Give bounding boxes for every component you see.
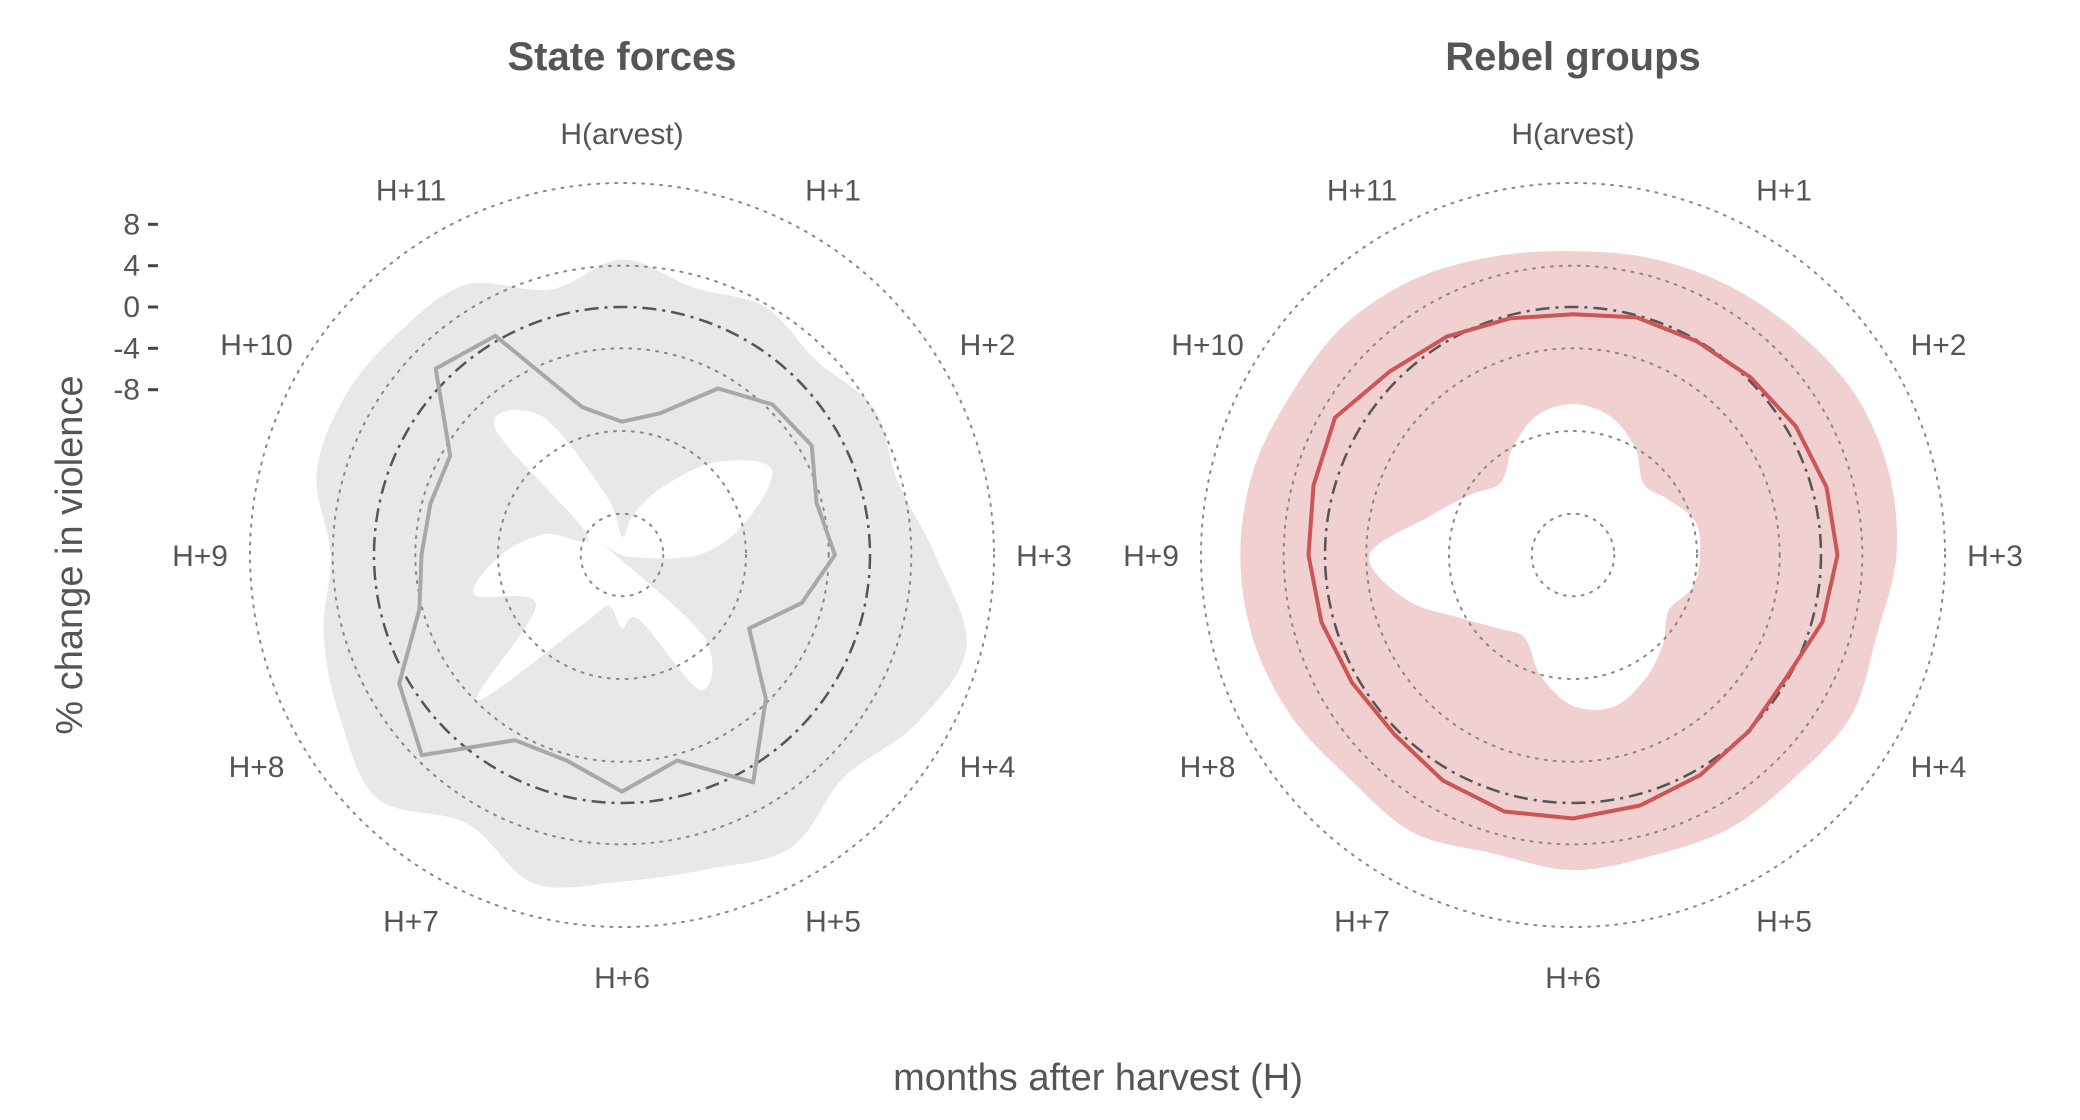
radial-tick-layer: 8 4 0 -4 -8 <box>113 208 158 407</box>
ci-band <box>316 259 967 888</box>
series-line <box>397 333 837 794</box>
grid-layer <box>1200 182 1946 928</box>
month-label: H+11 <box>1327 175 1397 208</box>
grid-circle <box>1530 512 1616 598</box>
radial-tick-label: 8 <box>123 208 140 241</box>
reference-circle <box>372 305 872 805</box>
series-line-layer <box>397 333 837 794</box>
month-label: H+9 <box>172 540 228 573</box>
month-label-layer: H(arvest) H+1 H+2 H+3 H+4 H+5 H+6 H+7 H+… <box>172 118 1072 995</box>
month-label: H+1 <box>805 175 861 208</box>
month-label: H(arvest) <box>560 118 683 151</box>
month-label: H(arvest) <box>1511 118 1634 151</box>
month-label: H+10 <box>1171 329 1244 362</box>
panel-rebel-groups: Rebel groups H(arvest) H+1 H+2 H+3 H+4 H… <box>1123 35 2023 995</box>
month-label: H+2 <box>1911 329 1967 362</box>
grid-circle <box>1448 430 1698 680</box>
month-label: H+10 <box>220 329 293 362</box>
radial-tick-label: -8 <box>113 374 140 407</box>
month-label: H+6 <box>1545 962 1601 995</box>
grid-layer <box>249 182 995 928</box>
radial-tick-label: 4 <box>123 250 140 283</box>
month-label-layer: H(arvest) H+1 H+2 H+3 H+4 H+5 H+6 H+7 H+… <box>1123 118 2023 995</box>
series-line-layer <box>1306 312 1840 821</box>
grid-circle <box>1282 264 1864 846</box>
month-label: H+2 <box>960 329 1016 362</box>
grid-circle <box>1365 347 1781 763</box>
ci-band-layer <box>1240 251 1898 871</box>
ci-band <box>1240 251 1898 871</box>
month-label: H+11 <box>376 175 446 208</box>
y-axis-title: % change in violence <box>49 375 91 734</box>
month-label: H+1 <box>1756 175 1812 208</box>
month-label: H+5 <box>1756 906 1812 939</box>
month-label: H+4 <box>960 751 1016 784</box>
month-label: H+7 <box>1334 906 1390 939</box>
radial-tick-label: -4 <box>113 332 140 365</box>
grid-circle <box>497 430 747 680</box>
ci-band-layer <box>316 259 967 888</box>
panel-title: Rebel groups <box>1445 35 1701 79</box>
series-line <box>1306 312 1840 821</box>
panel-title: State forces <box>508 35 737 79</box>
month-label: H+3 <box>1016 540 1072 573</box>
month-label: H+7 <box>383 906 439 939</box>
month-label: H+6 <box>594 962 650 995</box>
month-label: H+4 <box>1911 751 1967 784</box>
month-label: H+8 <box>1180 751 1236 784</box>
grid-circle <box>249 182 995 928</box>
panel-state-forces: State forces H(arvest) H+1 H+2 H+3 H+4 H… <box>113 35 1072 995</box>
radial-tick-label: 0 <box>123 291 140 324</box>
grid-circle <box>331 264 913 846</box>
grid-circle <box>1200 182 1946 928</box>
grid-circle <box>579 512 665 598</box>
reference-circle <box>1323 305 1823 805</box>
month-label: H+3 <box>1967 540 2023 573</box>
grid-circle <box>414 347 830 763</box>
x-axis-title: months after harvest (H) <box>893 1057 1303 1099</box>
month-label: H+5 <box>805 906 861 939</box>
month-label: H+8 <box>229 751 285 784</box>
month-label: H+9 <box>1123 540 1179 573</box>
